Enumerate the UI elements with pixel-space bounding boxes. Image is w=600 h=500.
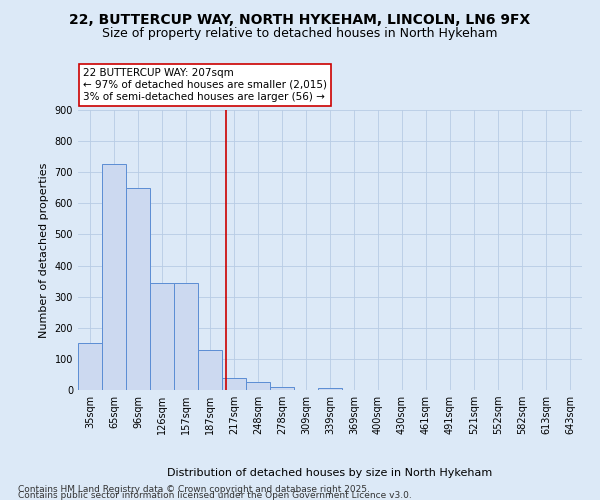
Bar xyxy=(222,378,246,390)
Text: 22, BUTTERCUP WAY, NORTH HYKEHAM, LINCOLN, LN6 9FX: 22, BUTTERCUP WAY, NORTH HYKEHAM, LINCOL… xyxy=(70,12,530,26)
Bar xyxy=(270,387,294,390)
Bar xyxy=(174,282,198,390)
Bar xyxy=(246,382,270,390)
Text: Distribution of detached houses by size in North Hykeham: Distribution of detached houses by size … xyxy=(167,468,493,477)
Text: 22 BUTTERCUP WAY: 207sqm
← 97% of detached houses are smaller (2,015)
3% of semi: 22 BUTTERCUP WAY: 207sqm ← 97% of detach… xyxy=(83,68,327,102)
Y-axis label: Number of detached properties: Number of detached properties xyxy=(39,162,49,338)
Bar xyxy=(102,164,126,390)
Text: Contains HM Land Registry data © Crown copyright and database right 2025.: Contains HM Land Registry data © Crown c… xyxy=(18,484,370,494)
Bar xyxy=(318,388,342,390)
Bar xyxy=(198,350,222,390)
Bar xyxy=(126,188,150,390)
Text: Contains public sector information licensed under the Open Government Licence v3: Contains public sector information licen… xyxy=(18,492,412,500)
Text: Size of property relative to detached houses in North Hykeham: Size of property relative to detached ho… xyxy=(102,28,498,40)
Bar xyxy=(150,282,174,390)
Bar xyxy=(78,344,102,390)
